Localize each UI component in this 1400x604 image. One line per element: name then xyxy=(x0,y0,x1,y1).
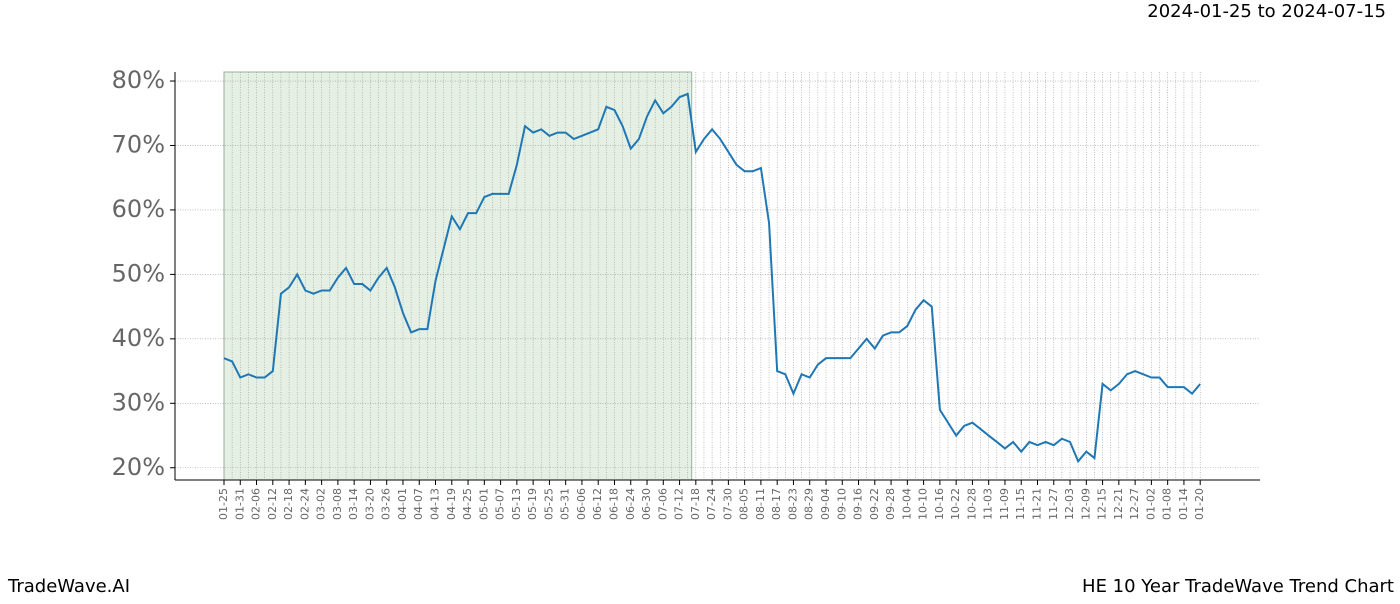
x-tick-label: 05-01 xyxy=(477,488,490,520)
x-tick-label: 06-30 xyxy=(640,488,653,520)
x-tick-label: 07-24 xyxy=(705,488,718,520)
x-tick-label: 07-30 xyxy=(721,488,734,520)
x-tick-label: 10-16 xyxy=(933,488,946,520)
x-tick-label: 01-20 xyxy=(1193,488,1206,520)
x-tick-label: 11-03 xyxy=(982,488,995,520)
y-tick-label: 70% xyxy=(112,130,165,158)
x-tick-label: 10-10 xyxy=(917,488,930,520)
x-tick-label: 08-05 xyxy=(738,488,751,520)
x-tick-label: 05-07 xyxy=(494,488,507,520)
x-tick-label: 02-18 xyxy=(282,488,295,520)
x-tick-label: 06-18 xyxy=(607,488,620,520)
x-tick-label: 09-28 xyxy=(884,488,897,520)
x-tick-label: 11-09 xyxy=(998,488,1011,520)
x-tick-label: 04-07 xyxy=(412,488,425,520)
x-tick-label: 09-10 xyxy=(835,488,848,520)
x-tick-label: 08-11 xyxy=(754,488,767,520)
x-tick-label: 06-12 xyxy=(591,488,604,520)
x-tick-label: 01-31 xyxy=(233,488,246,520)
x-tick-label: 01-02 xyxy=(1144,488,1157,520)
x-tick-label: 01-14 xyxy=(1177,488,1190,520)
x-tick-label: 11-21 xyxy=(1031,488,1044,520)
x-tick-label: 05-13 xyxy=(510,488,523,520)
x-tick-label: 10-22 xyxy=(949,488,962,520)
x-tick-label: 06-06 xyxy=(575,488,588,520)
x-tick-label: 06-24 xyxy=(624,488,637,520)
y-tick-label: 40% xyxy=(112,324,165,352)
x-tick-label: 09-16 xyxy=(852,488,865,520)
x-tick-label: 04-19 xyxy=(445,488,458,520)
x-tick-label: 02-06 xyxy=(250,488,263,520)
y-tick-label: 60% xyxy=(112,195,165,223)
x-tick-label: 03-08 xyxy=(331,488,344,520)
date-range: 2024-01-25 to 2024-07-15 xyxy=(1147,1,1386,22)
x-tick-label: 11-15 xyxy=(1014,488,1027,520)
y-tick-label: 30% xyxy=(112,388,165,416)
x-tick-label: 12-03 xyxy=(1063,488,1076,520)
x-tick-label: 05-25 xyxy=(542,488,555,520)
x-tick-label: 10-28 xyxy=(965,488,978,520)
x-tick-label: 04-13 xyxy=(429,488,442,520)
x-tick-label: 05-19 xyxy=(526,488,539,520)
series-line xyxy=(223,92,1201,464)
x-tick-label: 09-04 xyxy=(819,488,832,520)
brand: TradeWave.AI xyxy=(7,576,130,597)
x-tick-label: 04-25 xyxy=(461,488,474,520)
highlight-span xyxy=(223,71,693,481)
x-tick-label: 07-06 xyxy=(656,488,669,520)
x-tick-label: 09-22 xyxy=(868,488,881,520)
x-tick-label: 01-08 xyxy=(1161,488,1174,520)
x-tick-label: 12-15 xyxy=(1096,488,1109,520)
y-tick-label: 20% xyxy=(112,453,165,481)
x-tick-label: 07-18 xyxy=(689,488,702,520)
x-tick-label: 03-14 xyxy=(347,488,360,520)
x-tick-label: 04-01 xyxy=(396,488,409,520)
y-tick-label: 50% xyxy=(112,259,165,287)
x-tick-label: 02-12 xyxy=(266,488,279,520)
x-tick-label: 12-09 xyxy=(1079,488,1092,520)
x-tick-label: 03-02 xyxy=(315,488,328,520)
x-tick-label: 12-21 xyxy=(1112,488,1125,520)
x-tick-label: 07-12 xyxy=(673,488,686,520)
x-tick-label: 08-17 xyxy=(770,488,783,520)
x-tick-label: 08-29 xyxy=(803,488,816,520)
x-tick-label: 01-25 xyxy=(217,488,230,520)
x-tick-label: 10-04 xyxy=(900,488,913,520)
x-tick-label: 03-26 xyxy=(380,488,393,520)
x-tick-label: 11-27 xyxy=(1047,488,1060,520)
x-tick-label: 05-31 xyxy=(559,488,572,520)
chart-name: HE 10 Year TradeWave Trend Chart xyxy=(1082,576,1394,597)
x-tick-label: 03-20 xyxy=(363,488,376,520)
x-tick-label: 02-24 xyxy=(298,488,311,520)
x-tick-label: 12-27 xyxy=(1128,488,1141,520)
y-tick-label: 80% xyxy=(112,66,165,94)
x-tick-label: 08-23 xyxy=(786,488,799,520)
